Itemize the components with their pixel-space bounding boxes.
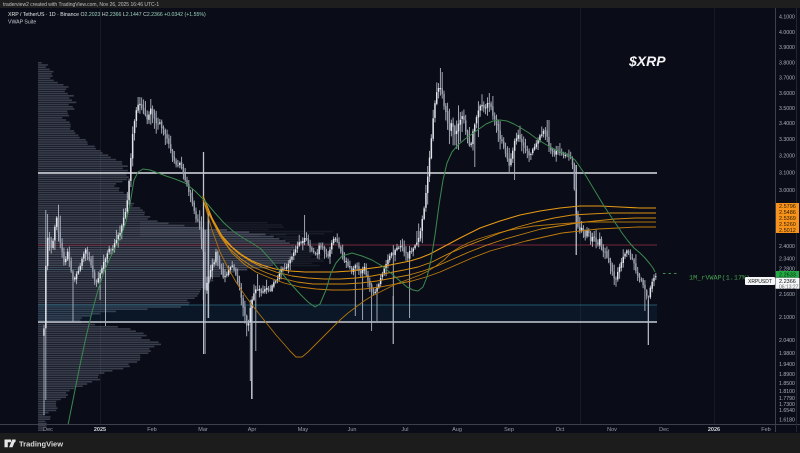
svg-text:1.6180: 1.6180 [779, 418, 795, 424]
svg-text:2.5486: 2.5486 [779, 210, 796, 216]
svg-text:2025: 2025 [94, 427, 106, 433]
svg-text:1.7790: 1.7790 [779, 396, 795, 402]
svg-text:traderview2 created with Tradi: traderview2 created with TradingView.com… [3, 2, 159, 8]
svg-text:2.5796: 2.5796 [779, 204, 796, 210]
svg-text:Sep: Sep [504, 427, 514, 433]
svg-text:3.4000: 3.4000 [779, 121, 795, 127]
svg-text:3.6000: 3.6000 [779, 91, 795, 97]
svg-text:3.9000: 3.9000 [779, 45, 795, 51]
svg-text:Apr: Apr [248, 427, 257, 433]
svg-text:Jun: Jun [348, 427, 357, 433]
svg-text:2026: 2026 [708, 427, 720, 433]
svg-text:3.5000: 3.5000 [779, 106, 795, 112]
svg-text:1.8500: 1.8500 [779, 381, 795, 387]
svg-text:2.3400: 2.3400 [779, 257, 795, 263]
svg-text:1.7300: 1.7300 [779, 402, 795, 408]
svg-text:1.9800: 1.9800 [779, 351, 795, 357]
svg-text:2.2366: 2.2366 [779, 279, 796, 285]
svg-text:Aug: Aug [452, 427, 462, 433]
svg-text:2.4000: 2.4000 [779, 244, 795, 250]
svg-text:Feb: Feb [147, 427, 156, 433]
svg-text:XRPUSDT: XRPUSDT [748, 279, 772, 285]
svg-text:VWAP Suite: VWAP Suite [8, 20, 36, 26]
svg-text:4.1000: 4.1000 [779, 15, 795, 21]
svg-text:2.2633: 2.2633 [779, 273, 796, 279]
svg-text:4.0000: 4.0000 [779, 30, 795, 36]
svg-text:2.2800: 2.2800 [779, 267, 795, 273]
svg-text:3.8000: 3.8000 [779, 61, 795, 67]
svg-text:May: May [298, 427, 309, 433]
svg-text:2.1600: 2.1600 [779, 292, 795, 298]
svg-text:Dec: Dec [43, 427, 53, 433]
svg-text:1.8100: 1.8100 [779, 389, 795, 395]
svg-text:Dec: Dec [659, 427, 669, 433]
svg-text:Feb: Feb [761, 427, 770, 433]
svg-text:Nov: Nov [607, 427, 617, 433]
svg-text:2.1000: 2.1000 [779, 315, 795, 321]
svg-text:$XRP: $XRP [628, 53, 666, 69]
svg-text:TradingView: TradingView [19, 440, 63, 449]
svg-text:Mar: Mar [198, 427, 208, 433]
svg-text:Oct: Oct [556, 427, 565, 433]
svg-text:3.3000: 3.3000 [779, 137, 795, 143]
svg-text:3.1000: 3.1000 [779, 171, 795, 177]
svg-text:3.2000: 3.2000 [779, 154, 795, 160]
svg-text:3.7000: 3.7000 [779, 76, 795, 82]
svg-text:2.5369: 2.5369 [779, 216, 796, 222]
svg-text:1M_rVWAP(1.17%): 1M_rVWAP(1.17%) [689, 275, 750, 283]
svg-text:2.5260: 2.5260 [779, 222, 796, 228]
svg-text:XRP / TetherUS · 1D · Binance: XRP / TetherUS · 1D · Binance O2.2023 H2… [8, 12, 206, 18]
svg-text:1.6540: 1.6540 [779, 408, 795, 414]
svg-text:2.0400: 2.0400 [779, 338, 795, 344]
svg-text:1.8900: 1.8900 [779, 372, 795, 378]
svg-text:06:13:27: 06:13:27 [779, 285, 799, 291]
svg-text:2.5012: 2.5012 [779, 228, 796, 234]
svg-text:Jul: Jul [401, 427, 408, 433]
svg-text:1.9400: 1.9400 [779, 362, 795, 368]
svg-text:3.0000: 3.0000 [779, 188, 795, 194]
